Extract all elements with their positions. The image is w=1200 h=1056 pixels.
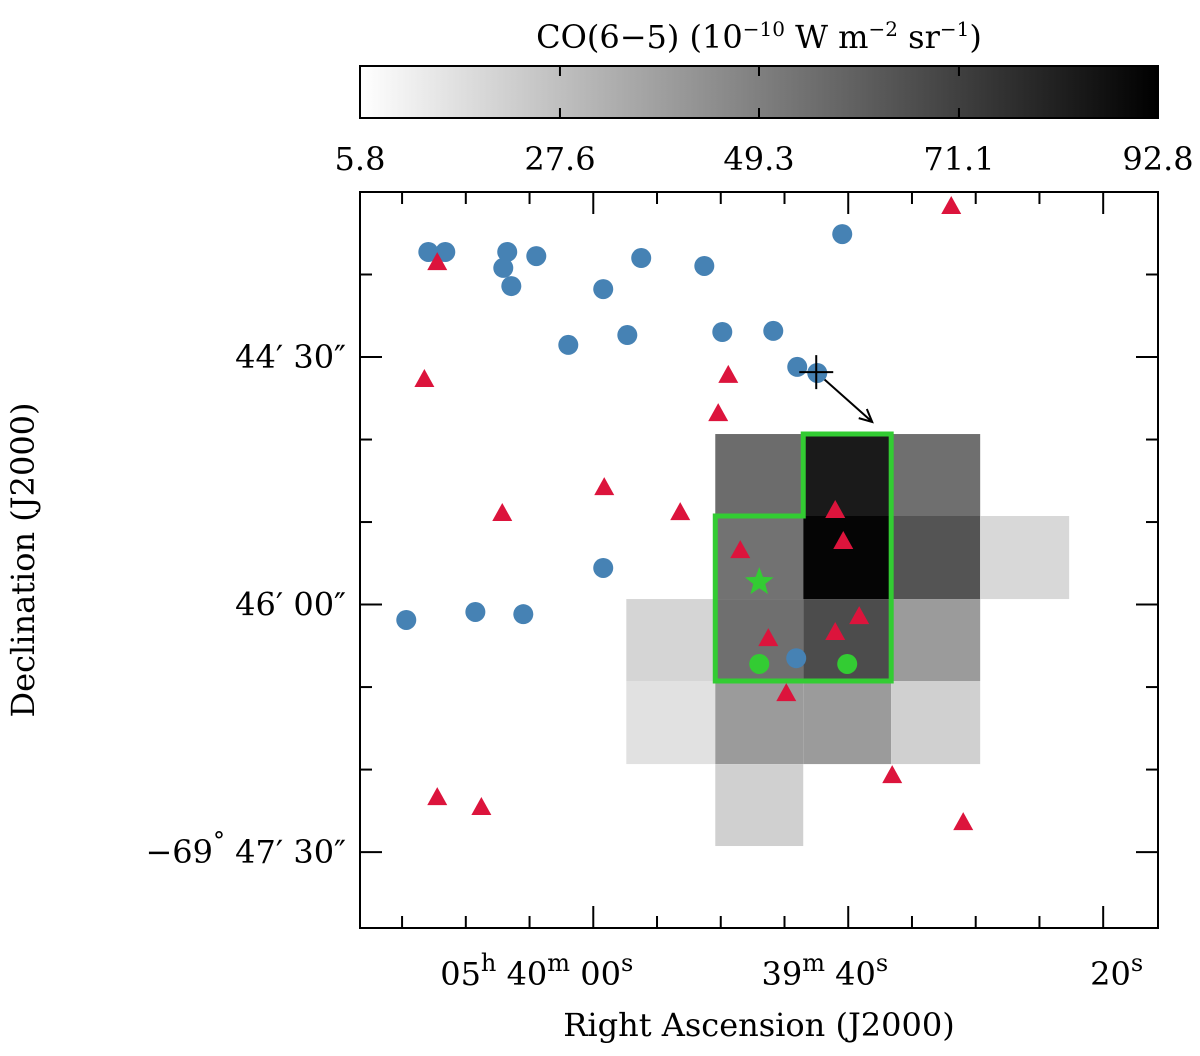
y-tick-label: 46′ 00″ (235, 586, 346, 624)
colorbar-label-part: W m (785, 18, 869, 56)
arrow-head (858, 408, 874, 424)
point (435, 241, 456, 262)
x-tick-label: 20s (1090, 949, 1143, 993)
point (427, 787, 448, 806)
point (670, 502, 691, 521)
point (418, 241, 439, 262)
colorbar-tick-label: 92.8 (1122, 140, 1193, 178)
point (825, 499, 846, 518)
point (787, 356, 808, 377)
colorbar-tick-label: 5.8 (335, 140, 386, 178)
point (799, 355, 834, 390)
point (414, 369, 435, 388)
colorbar-label-part: sr (898, 18, 941, 56)
colorbar-tick-label: 71.1 (923, 140, 994, 178)
plot-frame (359, 191, 1159, 929)
point (694, 255, 715, 276)
colorbar-tick-label: 49.3 (723, 140, 794, 178)
x-tick-label: 39m 40s (762, 949, 889, 993)
colorbar-label-part: CO(6−5) (10 (536, 18, 743, 56)
point (513, 604, 534, 625)
point (617, 325, 638, 346)
point (501, 276, 522, 297)
point (558, 334, 579, 355)
image-pixel (803, 681, 892, 765)
image-pixel (891, 681, 981, 765)
point (526, 246, 547, 267)
point (833, 531, 854, 550)
point (493, 257, 514, 278)
point (497, 241, 518, 262)
point (882, 765, 903, 784)
image-pixel (715, 764, 804, 847)
colorbar-tick-label: 27.6 (524, 140, 595, 178)
image-pixel (626, 599, 716, 682)
point (825, 622, 846, 641)
y-axis-label: Declination (J2000) (4, 402, 42, 717)
point (631, 248, 652, 269)
point (465, 601, 486, 622)
point (758, 628, 779, 647)
point (776, 683, 797, 702)
image-pixel (891, 515, 981, 600)
point (471, 796, 492, 815)
image-pixel (803, 434, 892, 516)
point (593, 279, 614, 300)
region-outline (712, 431, 894, 684)
colorbar-label-part: ) (969, 18, 981, 56)
image-pixel (626, 681, 716, 765)
colorbar-label-part: −1 (940, 17, 969, 41)
colorbar-label: CO(6−5) (10−10 W m−2 sr−1) (536, 17, 982, 56)
colorbar-label-part: −2 (869, 17, 898, 41)
point (763, 320, 784, 341)
point (786, 648, 807, 669)
point (492, 502, 513, 521)
colorbar-label-part: −10 (743, 17, 785, 41)
image-pixel (891, 599, 981, 682)
point (749, 653, 770, 674)
y-tick-label: −69° 47′ 30″ (145, 827, 346, 871)
image-pixel (980, 515, 1070, 600)
image-pixel (715, 434, 804, 516)
arrow (815, 371, 873, 423)
point (396, 609, 417, 630)
point (718, 364, 739, 383)
point (594, 477, 615, 496)
point (730, 540, 751, 559)
point (708, 403, 729, 422)
image-pixel (891, 434, 981, 516)
point (427, 252, 448, 271)
point (832, 224, 853, 245)
point (744, 567, 774, 595)
x-axis-label: Right Ascension (J2000) (563, 1006, 954, 1044)
point (837, 653, 858, 674)
point (953, 812, 974, 831)
image-pixel (803, 515, 892, 600)
y-tick-label: 44′ 30″ (235, 338, 346, 376)
point (593, 557, 614, 578)
x-tick-label: 05h 40m 00s (440, 949, 633, 993)
point (849, 606, 870, 625)
point (712, 321, 733, 342)
point (941, 196, 962, 215)
